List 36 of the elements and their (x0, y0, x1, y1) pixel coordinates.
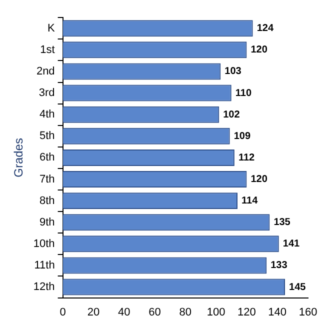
y-tick-label: 7th (40, 173, 55, 186)
data-label: 109 (234, 130, 251, 142)
x-tick-label: 120 (238, 306, 256, 318)
y-tick-label: K (47, 22, 56, 34)
data-label: 102 (223, 109, 240, 120)
data-label: 124 (256, 23, 274, 34)
y-tick-label: 6th (40, 152, 55, 164)
y-tick-label: 10th (33, 238, 55, 250)
x-tick-label: 40 (118, 306, 130, 318)
y-axis-title: Grades (12, 138, 26, 178)
y-tick-label: 3rd (38, 87, 55, 100)
data-label: 103 (224, 66, 242, 78)
data-label: 114 (242, 196, 258, 207)
data-label: 120 (250, 44, 268, 56)
y-tick-label: 12th (33, 281, 55, 294)
data-label: 110 (235, 88, 252, 99)
x-tick-label: 80 (179, 306, 192, 318)
data-label: 120 (250, 174, 268, 186)
data-label: 141 (282, 238, 300, 250)
data-label: 133 (270, 260, 288, 272)
data-label: 145 (289, 282, 306, 293)
x-tick-label: 60 (148, 306, 161, 318)
y-tick-label: 9th (40, 216, 55, 228)
x-tick-label: 160 (298, 306, 318, 318)
y-tick-label: 1st (40, 44, 55, 56)
x-tick-label: 0 (60, 306, 66, 318)
data-label: 135 (274, 217, 291, 228)
y-tick-label: 4th (40, 108, 55, 121)
x-tick-label: 20 (87, 306, 100, 318)
y-tick-label: 5th (40, 130, 55, 142)
y-tick-label: 8th (40, 194, 55, 207)
y-tick-label: 2nd (36, 66, 55, 78)
x-tick-label: 140 (268, 306, 287, 318)
data-label: 112 (238, 152, 256, 164)
y-tick-label: 11th (34, 260, 55, 272)
x-tick-label: 100 (206, 306, 226, 318)
